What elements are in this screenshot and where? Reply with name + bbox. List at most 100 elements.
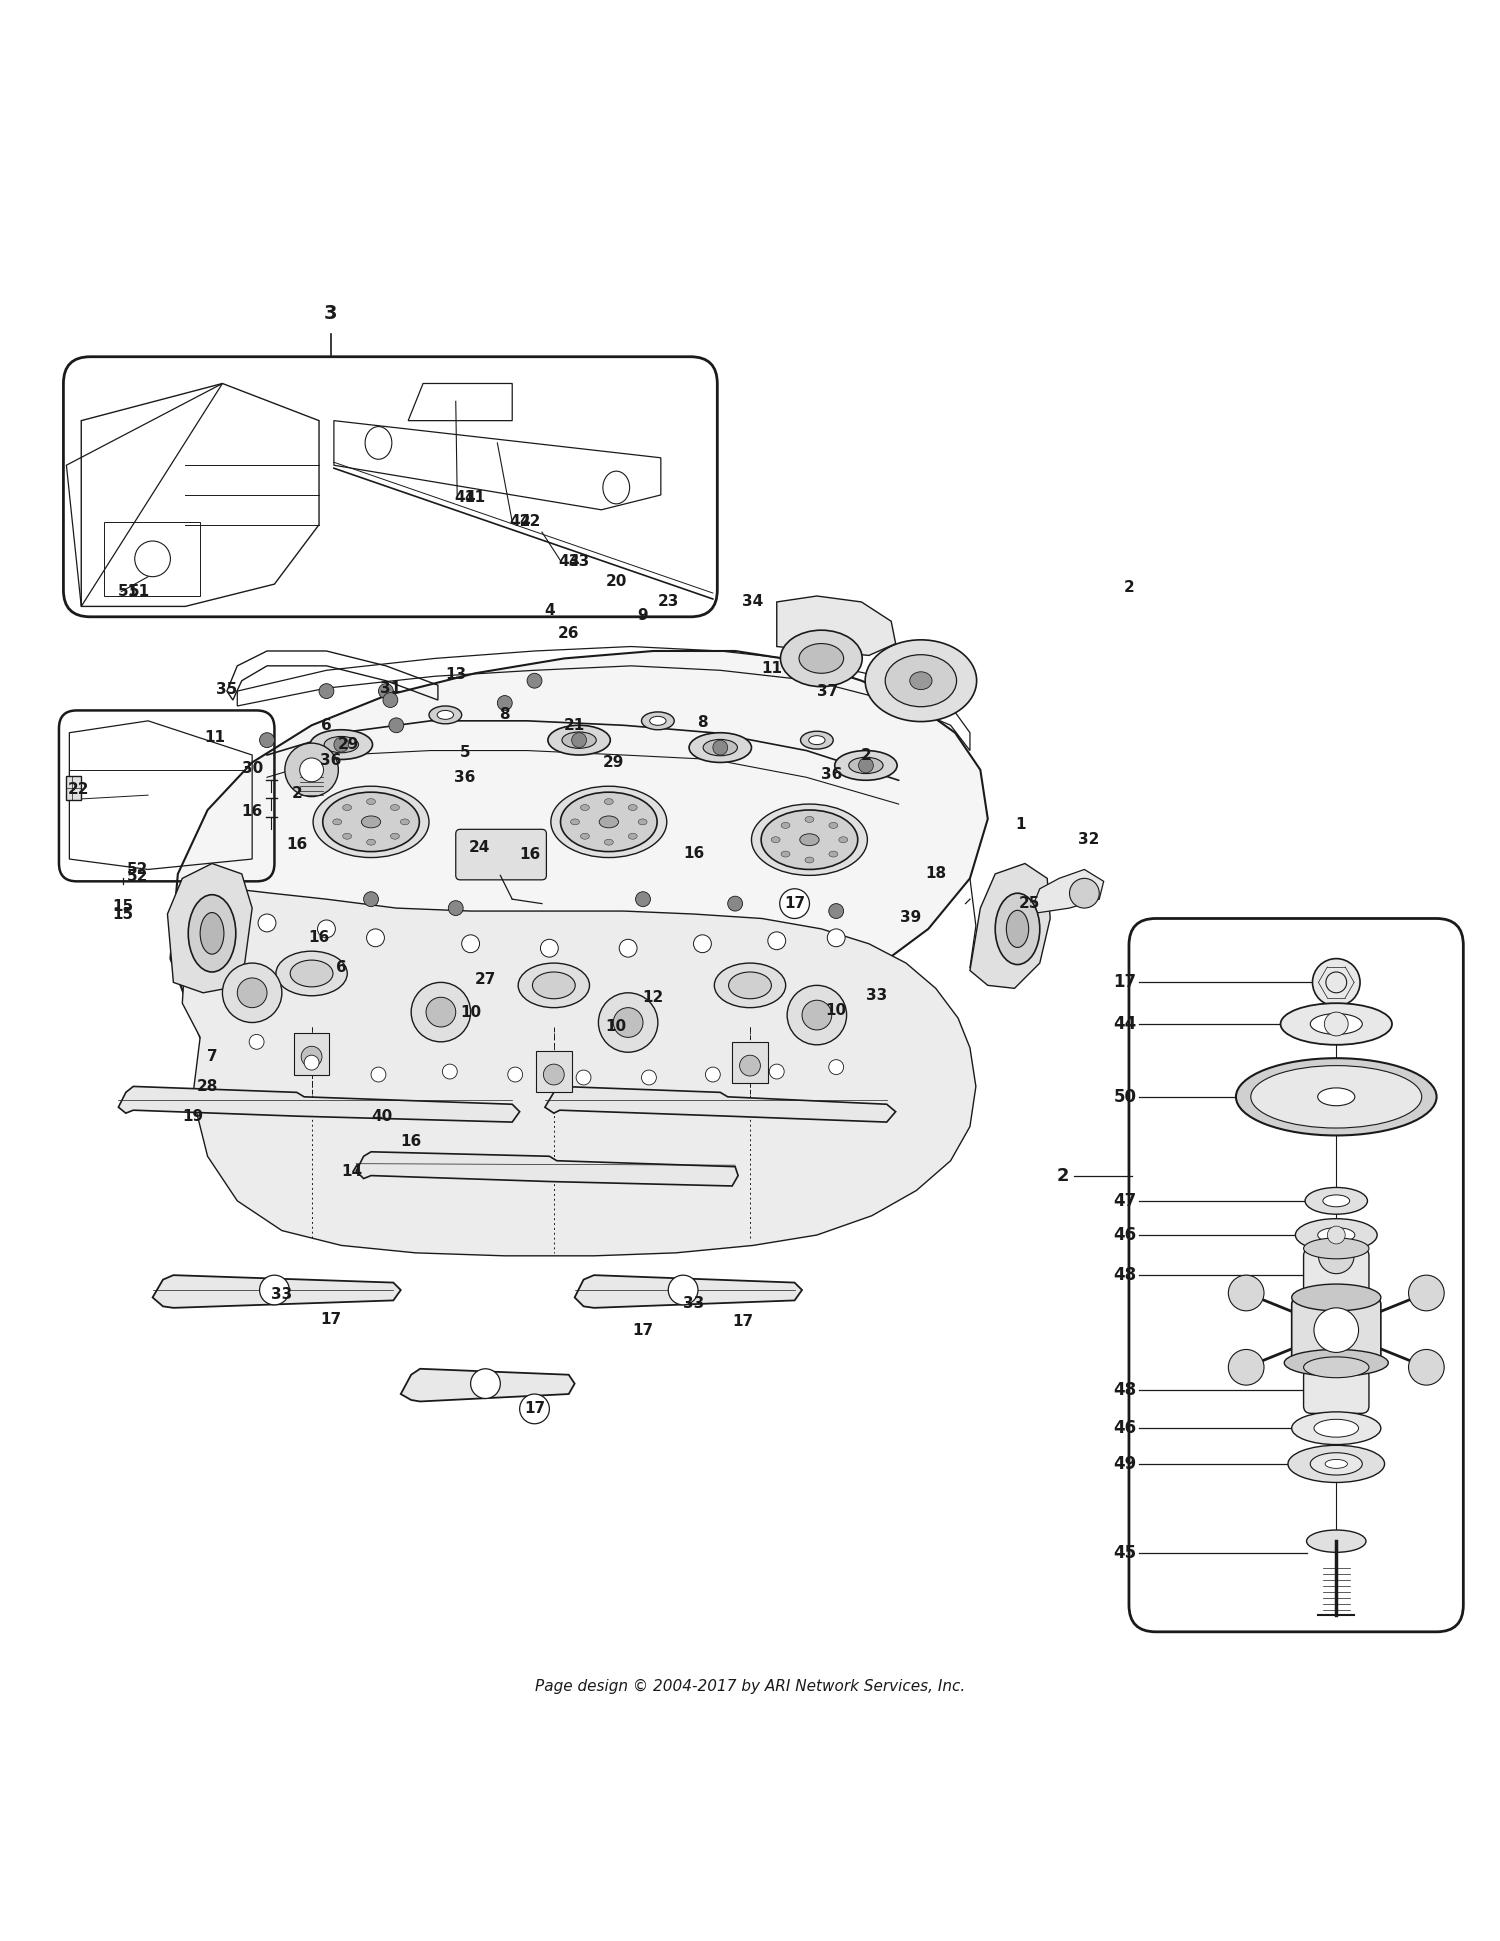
Ellipse shape xyxy=(1292,1411,1382,1444)
Text: 51: 51 xyxy=(118,584,140,600)
Text: 29: 29 xyxy=(603,755,624,771)
Circle shape xyxy=(320,683,334,699)
Ellipse shape xyxy=(400,819,410,825)
Circle shape xyxy=(780,889,810,918)
Circle shape xyxy=(249,1035,264,1050)
Ellipse shape xyxy=(752,804,867,875)
Circle shape xyxy=(1318,1238,1354,1273)
Circle shape xyxy=(598,992,658,1052)
Circle shape xyxy=(642,1069,657,1085)
Text: 36: 36 xyxy=(320,753,342,769)
Circle shape xyxy=(1228,1275,1264,1310)
Text: 48: 48 xyxy=(1113,1380,1137,1399)
Circle shape xyxy=(471,1368,501,1399)
Circle shape xyxy=(705,1068,720,1081)
Ellipse shape xyxy=(580,806,590,811)
Polygon shape xyxy=(970,864,1050,988)
Circle shape xyxy=(770,1064,784,1079)
Text: 16: 16 xyxy=(519,846,540,862)
Ellipse shape xyxy=(436,710,453,720)
Ellipse shape xyxy=(548,726,610,755)
Polygon shape xyxy=(1029,870,1104,914)
Polygon shape xyxy=(153,1275,401,1308)
Text: 46: 46 xyxy=(1113,1227,1137,1244)
Circle shape xyxy=(1314,1308,1359,1353)
Text: 2: 2 xyxy=(861,747,871,763)
Ellipse shape xyxy=(885,654,957,707)
Circle shape xyxy=(260,732,274,747)
Text: 17: 17 xyxy=(732,1314,753,1330)
Ellipse shape xyxy=(314,786,429,858)
Ellipse shape xyxy=(1306,1530,1366,1553)
Ellipse shape xyxy=(771,837,780,842)
Text: 30: 30 xyxy=(242,761,262,776)
Text: 27: 27 xyxy=(476,972,496,986)
Text: 35: 35 xyxy=(216,681,237,697)
Circle shape xyxy=(363,891,378,906)
Circle shape xyxy=(526,674,542,689)
Ellipse shape xyxy=(1284,1349,1389,1376)
Text: 7: 7 xyxy=(207,1050,218,1064)
Text: 52: 52 xyxy=(128,870,148,885)
Text: 33: 33 xyxy=(865,988,886,1003)
Text: Page design © 2004-2017 by ARI Network Services, Inc.: Page design © 2004-2017 by ARI Network S… xyxy=(536,1679,964,1694)
Ellipse shape xyxy=(830,823,839,829)
Text: 25: 25 xyxy=(1019,897,1040,910)
Text: 11: 11 xyxy=(762,662,783,675)
Ellipse shape xyxy=(782,850,790,858)
Ellipse shape xyxy=(808,736,825,745)
Text: 40: 40 xyxy=(370,1108,392,1124)
Text: 18: 18 xyxy=(926,866,946,881)
Ellipse shape xyxy=(310,730,372,759)
Text: 43: 43 xyxy=(558,555,579,569)
Ellipse shape xyxy=(628,833,638,839)
Ellipse shape xyxy=(834,751,897,780)
Ellipse shape xyxy=(366,839,375,844)
Ellipse shape xyxy=(604,798,613,806)
Text: 41: 41 xyxy=(465,491,486,505)
Polygon shape xyxy=(400,1368,574,1401)
Ellipse shape xyxy=(865,641,976,722)
Ellipse shape xyxy=(1304,1238,1370,1260)
Text: 20: 20 xyxy=(606,575,627,588)
Ellipse shape xyxy=(780,631,862,687)
Circle shape xyxy=(370,1068,386,1081)
Ellipse shape xyxy=(390,833,399,839)
Circle shape xyxy=(540,939,558,957)
Polygon shape xyxy=(777,596,896,656)
Circle shape xyxy=(388,718,404,732)
Ellipse shape xyxy=(390,806,399,811)
Text: 10: 10 xyxy=(825,1003,848,1019)
Ellipse shape xyxy=(806,858,814,864)
Ellipse shape xyxy=(1288,1446,1384,1483)
FancyBboxPatch shape xyxy=(1292,1297,1382,1363)
Text: 17: 17 xyxy=(633,1322,654,1337)
Circle shape xyxy=(462,936,480,953)
Ellipse shape xyxy=(189,895,236,972)
FancyBboxPatch shape xyxy=(1304,1248,1370,1302)
Ellipse shape xyxy=(704,740,738,755)
Circle shape xyxy=(378,683,393,699)
Text: 8: 8 xyxy=(698,714,708,730)
Bar xyxy=(294,1033,330,1075)
Ellipse shape xyxy=(910,672,932,689)
FancyBboxPatch shape xyxy=(1304,1368,1370,1413)
Circle shape xyxy=(411,982,471,1042)
Text: 28: 28 xyxy=(196,1079,219,1095)
Text: 15: 15 xyxy=(112,906,134,922)
Ellipse shape xyxy=(1292,1285,1382,1310)
Text: 3: 3 xyxy=(324,303,338,322)
Ellipse shape xyxy=(760,809,858,870)
Bar xyxy=(66,776,81,800)
Text: 31: 31 xyxy=(380,681,400,695)
Circle shape xyxy=(1324,1011,1348,1036)
Ellipse shape xyxy=(342,833,351,839)
Text: 16: 16 xyxy=(242,804,262,819)
Ellipse shape xyxy=(1236,1058,1437,1135)
Text: 21: 21 xyxy=(564,718,585,734)
Circle shape xyxy=(858,759,873,773)
Text: 32: 32 xyxy=(1078,833,1100,846)
Text: 26: 26 xyxy=(558,625,579,641)
Ellipse shape xyxy=(1305,1188,1368,1215)
Text: 37: 37 xyxy=(816,683,839,699)
